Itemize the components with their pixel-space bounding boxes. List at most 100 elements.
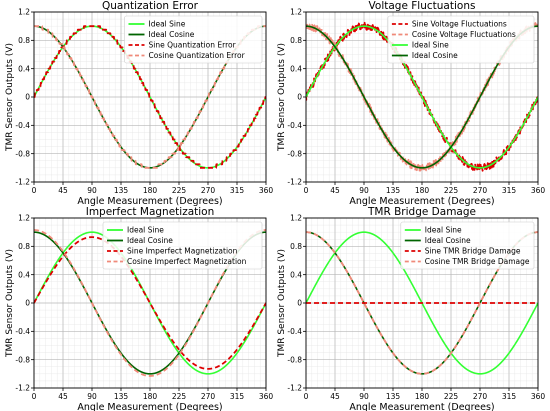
- legend-label: Ideal Cosine: [412, 51, 458, 60]
- x-tick-label: 45: [330, 392, 340, 401]
- x-tick-label: 270: [473, 392, 488, 401]
- x-axis-label: Angle Measurement (Degrees): [349, 402, 494, 411]
- y-tick-label: -0.8: [15, 149, 30, 158]
- legend-label: Sine Imperfect Magnetization: [127, 247, 238, 256]
- x-tick-label: 0: [32, 392, 37, 401]
- legend-box: [102, 221, 263, 270]
- x-tick-label: 270: [473, 186, 488, 195]
- chart-panel-2: 0 45 90 135 180 225 270 315 360 -1.2 -0.8 -0.4 0 0.4 0…: [277, 0, 545, 207]
- y-tick-label: 0.4: [290, 270, 302, 279]
- legend-label: Sine Voltage Fluctuations: [412, 20, 507, 29]
- x-tick-label: 45: [330, 186, 340, 195]
- legend-box: [124, 15, 263, 64]
- x-tick-label: 0: [32, 186, 37, 195]
- x-tick-label: 360: [531, 186, 546, 195]
- chart-title: Imperfect Magnetization: [86, 206, 215, 218]
- y-axis-label: TMR Sensor Outputs (V): [277, 43, 287, 152]
- tick-labels: 0 45 90 135 180 225 270 315 360 -1.2 -0.8 -0.4 0 0.4 0…: [15, 8, 273, 195]
- y-tick-label: 0.4: [18, 270, 30, 279]
- x-tick-label: 225: [444, 392, 459, 401]
- x-tick-label: 360: [531, 392, 546, 401]
- x-tick-label: 360: [259, 392, 274, 401]
- y-tick-label: -0.8: [287, 149, 302, 158]
- x-tick-label: 315: [230, 392, 245, 401]
- x-tick-label: 45: [58, 186, 68, 195]
- legend-label: Sine TMR Bridge Damage: [425, 247, 521, 256]
- legend-label: Ideal Cosine: [425, 236, 471, 245]
- chart-panel-4: 0 45 90 135 180 225 270 315 360 -1.2 -0.8 -0.4 0 0.4 0…: [277, 206, 545, 411]
- legend-label: Ideal Sine: [425, 226, 462, 235]
- y-tick-label: 0.8: [18, 36, 30, 45]
- x-tick-label: 180: [415, 392, 430, 401]
- x-tick-label: 180: [143, 186, 158, 195]
- x-tick-label: 315: [502, 186, 517, 195]
- y-tick-label: 0: [297, 93, 302, 102]
- y-tick-label: 1.2: [290, 8, 302, 17]
- y-tick-label: 0.8: [290, 242, 302, 251]
- y-tick-label: -0.4: [15, 121, 30, 130]
- y-tick-label: 0.8: [18, 242, 30, 251]
- x-tick-label: 225: [444, 186, 459, 195]
- tick-labels: 0 45 90 135 180 225 270 315 360 -1.2 -0.8 -0.4 0 0.4 0…: [287, 214, 545, 401]
- y-tick-label: 1.2: [18, 8, 30, 17]
- x-tick-label: 225: [172, 186, 187, 195]
- x-tick-label: 180: [143, 392, 158, 401]
- chart-panel-1: 0 45 90 135 180 225 270 315 360 -1.2 -0.8 -0.4 0 0.4 0…: [5, 0, 273, 207]
- tick-labels: 0 45 90 135 180 225 270 315 360 -1.2 -0.8 -0.4 0 0.4 0…: [15, 214, 273, 401]
- x-tick-label: 180: [415, 186, 430, 195]
- x-tick-label: 270: [201, 392, 216, 401]
- y-tick-label: 1.2: [18, 214, 30, 223]
- y-tick-label: 1.2: [290, 214, 302, 223]
- y-tick-label: -0.4: [287, 327, 302, 336]
- x-tick-label: 315: [502, 392, 517, 401]
- x-tick-label: 0: [304, 392, 309, 401]
- y-tick-label: 0.4: [290, 64, 302, 73]
- y-tick-label: 0: [25, 299, 30, 308]
- legend-label: Ideal Sine: [412, 41, 449, 50]
- x-tick-label: 135: [114, 186, 129, 195]
- legend-label: Cosine TMR Bridge Damage: [425, 257, 530, 266]
- legend-label: Ideal Cosine: [127, 236, 173, 245]
- x-axis-label: Angle Measurement (Degrees): [77, 402, 222, 411]
- x-axis-label: Angle Measurement (Degrees): [349, 196, 494, 207]
- chart-panel-3: 0 45 90 135 180 225 270 315 360 -1.2 -0.8 -0.4 0 0.4 0…: [5, 206, 273, 411]
- legend-box: [387, 15, 535, 64]
- y-axis-label: TMR Sensor Outputs (V): [5, 249, 15, 358]
- y-axis-label: TMR Sensor Outputs (V): [5, 43, 15, 152]
- y-tick-label: 0.8: [290, 36, 302, 45]
- x-tick-label: 90: [359, 186, 369, 195]
- y-tick-label: -1.2: [15, 384, 30, 393]
- series-line-1: [34, 231, 266, 375]
- x-axis-label: Angle Measurement (Degrees): [77, 196, 222, 207]
- x-tick-label: 270: [201, 186, 216, 195]
- y-axis-label: TMR Sensor Outputs (V): [277, 249, 287, 358]
- y-tick-label: -0.8: [287, 355, 302, 364]
- x-tick-label: 225: [172, 392, 187, 401]
- x-tick-label: 90: [87, 186, 97, 195]
- x-tick-label: 90: [87, 392, 97, 401]
- y-tick-label: -0.4: [287, 121, 302, 130]
- legend-box: [400, 221, 535, 270]
- y-tick-label: -1.2: [287, 178, 302, 187]
- y-tick-label: -1.2: [15, 178, 30, 187]
- chart-title: Quantization Error: [102, 0, 199, 12]
- x-tick-label: 360: [259, 186, 274, 195]
- chart-title: TMR Bridge Damage: [367, 206, 476, 218]
- x-tick-label: 135: [386, 392, 401, 401]
- legend-label: Ideal Sine: [149, 20, 186, 29]
- x-tick-label: 0: [304, 186, 309, 195]
- x-tick-label: 45: [58, 392, 68, 401]
- x-tick-label: 90: [359, 392, 369, 401]
- legend-label: Ideal Cosine: [149, 30, 195, 39]
- y-tick-label: -0.4: [15, 327, 30, 336]
- legend-label: Cosine Quantization Error: [149, 51, 246, 60]
- legend-label: Cosine Voltage Fluctuations: [412, 30, 516, 39]
- y-tick-label: 0: [297, 299, 302, 308]
- x-tick-label: 135: [386, 186, 401, 195]
- y-tick-label: 0: [25, 93, 30, 102]
- chart-title: Voltage Fluctuations: [369, 0, 476, 12]
